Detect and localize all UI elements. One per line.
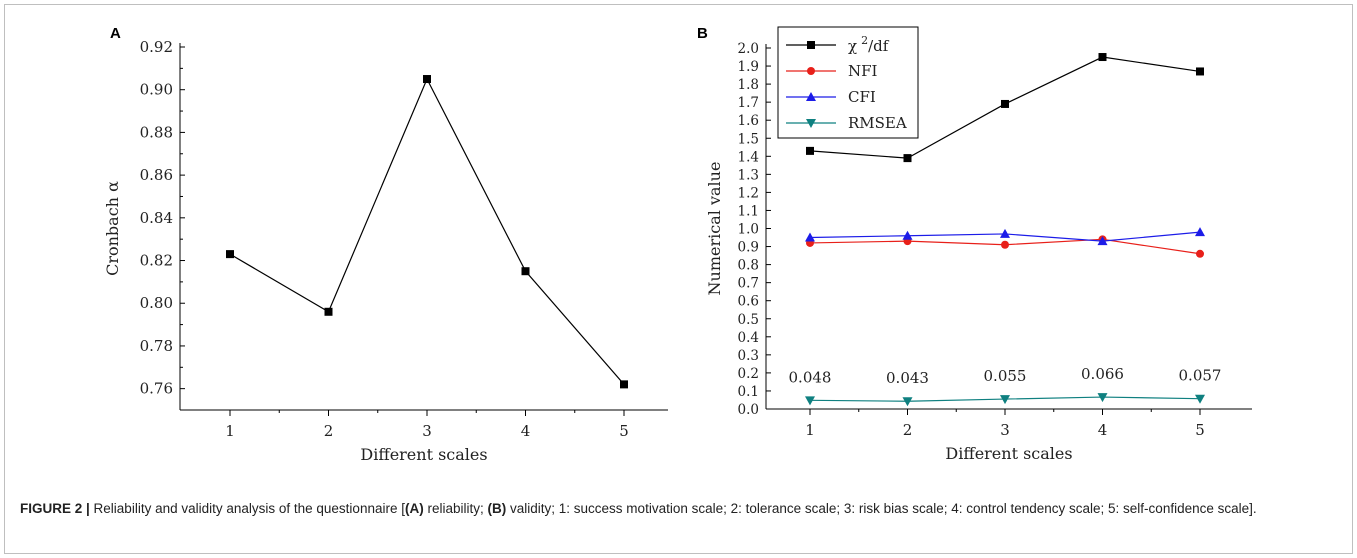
chart-b-series-2-point — [1195, 227, 1205, 237]
chart-b-y-tick-label: 1.9 — [738, 59, 759, 75]
chart-b-data-label: 0.055 — [984, 367, 1027, 385]
chart-b-series-0-point — [806, 146, 814, 155]
chart-b-y-tick-label: 0.8 — [738, 258, 759, 274]
chart-b-y-tick-label: 0.5 — [738, 312, 759, 328]
chart-b-legend-swatch-marker-1 — [807, 67, 815, 75]
caption-text-2: reliability; — [423, 501, 488, 516]
chart-b: 0.0 0.1 0.2 0.3 0.4 0.5 0.6 0.7 0.8 0.9 1.0 1.1 1.2 1… — [705, 26, 1252, 463]
chart-b-x-tick-label: 3 — [1000, 421, 1010, 439]
chart-b-series-2-point — [805, 232, 815, 242]
chart-b-y-tick-label: 1.5 — [738, 131, 759, 147]
caption-text-3: validity; 1: success motivation scale; 2… — [506, 501, 1257, 516]
chart-a-y-tick-label: 0.80 — [140, 294, 173, 312]
chart-a-y-tick-label: 0.82 — [140, 252, 173, 270]
chart-b-legend-label-2: CFI — [848, 88, 876, 106]
chart-b-legend-label-3: RMSEA — [848, 114, 907, 132]
caption-ref-b: (B) — [487, 501, 507, 516]
chart-b-y-tick-label: 0.9 — [738, 240, 759, 256]
chart-a-series-0-point — [324, 307, 333, 316]
chart-b-y-tick-label: 0.7 — [738, 276, 759, 292]
chart-b-series-2-point — [902, 230, 913, 240]
chart-b-series-3-point — [1195, 394, 1205, 404]
chart-a-x-tick-label: 3 — [422, 422, 432, 440]
chart-a-y-tick-label: 0.88 — [140, 123, 173, 141]
chart-b-y-tick-label: 0.1 — [738, 384, 759, 400]
chart-a-y-tick-label: 0.78 — [140, 337, 173, 355]
chart-b-y-tick-label: 0.3 — [738, 348, 759, 364]
chart-b-legend-swatch-marker-3 — [806, 119, 816, 128]
chart-a-y-tick-label: 0.76 — [140, 380, 173, 398]
chart-b-y-tick-label: 0.0 — [738, 402, 759, 418]
caption-text-1: Reliability and validity analysis of the… — [89, 501, 405, 516]
chart-a-y-tick-label: 0.84 — [140, 209, 173, 227]
chart-a-x-tick-label: 1 — [225, 422, 235, 440]
chart-b-series-2-point — [1097, 236, 1108, 246]
chart-b-data-label: 0.066 — [1081, 365, 1124, 383]
figure-caption: FIGURE 2 | Reliability and validity anal… — [20, 498, 1340, 519]
chart-b-legend-swatch-marker-0 — [807, 41, 815, 49]
chart-b-legend-swatch-marker-2 — [806, 92, 816, 101]
chart-b-series-0-point — [903, 154, 912, 163]
chart-b-y-tick-label: 0.6 — [738, 294, 759, 310]
chart-a-series-0-point — [521, 267, 530, 276]
chart-b-series-3-point — [1097, 393, 1108, 403]
chart-b-legend-label-0: χ 2/df — [848, 34, 890, 55]
chart-b-x-tick-label: 4 — [1098, 421, 1108, 439]
chart-a-y-axis-label: Cronbach α — [103, 181, 122, 276]
chart-b-legend-label-1: NFI — [848, 62, 878, 80]
chart-b-y-tick-label: 1.0 — [738, 222, 759, 238]
chart-a-y-tick-label: 0.92 — [140, 38, 173, 56]
caption-lead: FIGURE 2 | — [20, 501, 90, 516]
chart-a-x-tick-label: 4 — [521, 422, 531, 440]
chart-b-y-tick-label: 1.1 — [738, 203, 759, 219]
chart-b-y-tick-label: 1.7 — [738, 95, 759, 111]
chart-b-y-tick-label: 1.2 — [738, 185, 759, 201]
chart-b-y-tick-label: 1.3 — [738, 167, 759, 183]
chart-b-series-0-point — [1098, 53, 1107, 62]
chart-b-y-tick-label: 2.0 — [738, 41, 759, 57]
panel-b-letter: B — [697, 25, 708, 42]
figure-canvas: A B 0.760.780.800.820.840.860.880.900.92… — [103, 25, 1252, 464]
chart-b-y-tick-label: 1.8 — [738, 77, 759, 93]
chart-a-x-tick-label: 2 — [324, 422, 334, 440]
chart-b-series-3-point — [805, 396, 815, 406]
chart-b-series-0-point — [1196, 67, 1204, 76]
chart-b-y-axis-label: Numerical value — [705, 162, 724, 296]
chart-b-x-tick-label: 5 — [1195, 421, 1205, 439]
chart-a-series-0-line — [229, 77, 625, 385]
panel-a-letter: A — [110, 25, 121, 42]
caption-ref-a: (A) — [404, 501, 424, 516]
chart-b-series-2-point — [1000, 228, 1010, 238]
chart-b-y-tick-label: 1.4 — [738, 149, 759, 165]
chart-a-series-0-point — [620, 380, 628, 389]
figure-frame — [4, 4, 1353, 554]
chart-b-data-label: 0.048 — [789, 368, 832, 386]
chart-b-x-tick-label: 1 — [805, 421, 815, 439]
chart-b-y-tick-label: 1.6 — [738, 113, 759, 129]
chart-b-y-tick-label: 0.4 — [738, 330, 759, 346]
chart-a: 0.76 0.78 0.80 0.82 0.84 0.86 0.88 0.90 0.92 1 2 3 4… — [103, 38, 668, 464]
chart-b-data-label: 0.057 — [1179, 367, 1222, 385]
chart-b-data-label: 0.043 — [886, 369, 929, 387]
chart-a-y-tick-label: 0.90 — [140, 81, 173, 99]
chart-a-series-0-point — [423, 75, 431, 84]
chart-b-series-1-point — [1001, 240, 1009, 249]
chart-a-y-tick-label: 0.86 — [140, 166, 173, 184]
chart-b-x-tick-label: 2 — [903, 421, 913, 439]
chart-b-series-0-point — [1001, 99, 1009, 108]
chart-a-x-axis-label: Different scales — [360, 445, 487, 464]
chart-b-series-3-point — [1000, 395, 1010, 405]
chart-b-y-tick-label: 0.2 — [738, 366, 759, 382]
chart-b-x-axis-label: Different scales — [945, 444, 1072, 463]
chart-a-series-0-point — [226, 250, 234, 259]
chart-b-series-1-point — [1196, 249, 1204, 258]
chart-a-x-tick-label: 5 — [619, 422, 629, 440]
chart-b-series-3-point — [902, 397, 913, 407]
